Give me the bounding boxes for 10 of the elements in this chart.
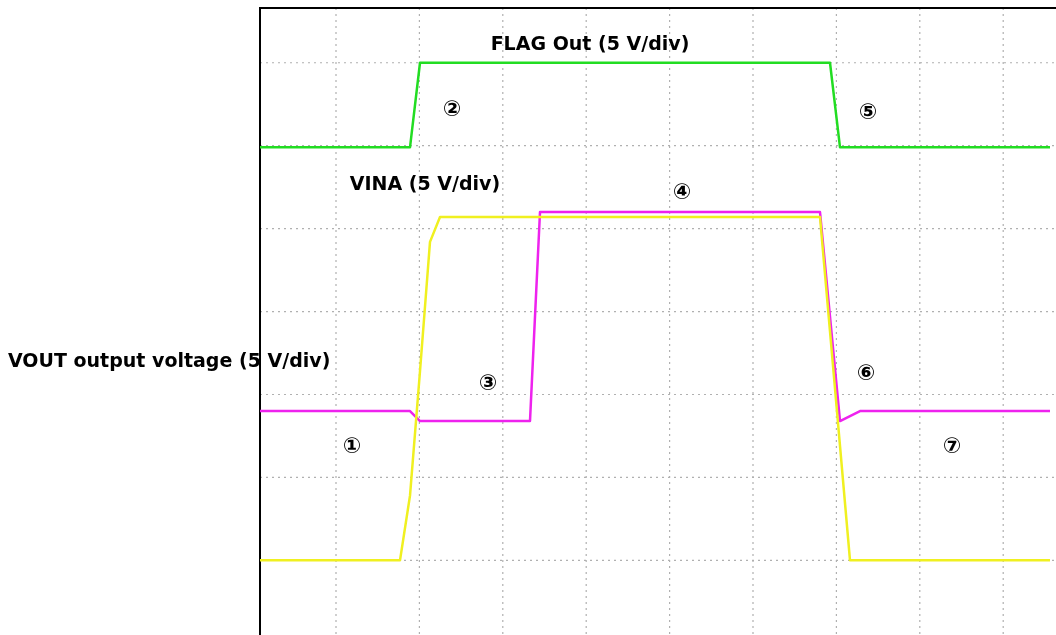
series-label: VINA (5 V/div) xyxy=(349,171,501,194)
annotation: ③ xyxy=(478,369,498,395)
annotation: ⑥ xyxy=(856,359,876,385)
annotation: ① xyxy=(342,432,362,458)
text: VOUT output voltage (5 V/div) xyxy=(8,348,331,371)
annotation: ⑦ xyxy=(942,432,962,458)
series-label: FLAG Out (5 V/div) xyxy=(490,31,690,54)
annotation: ⑤ xyxy=(858,98,878,124)
annotation: ④ xyxy=(672,178,692,204)
annotation: ② xyxy=(442,95,462,121)
